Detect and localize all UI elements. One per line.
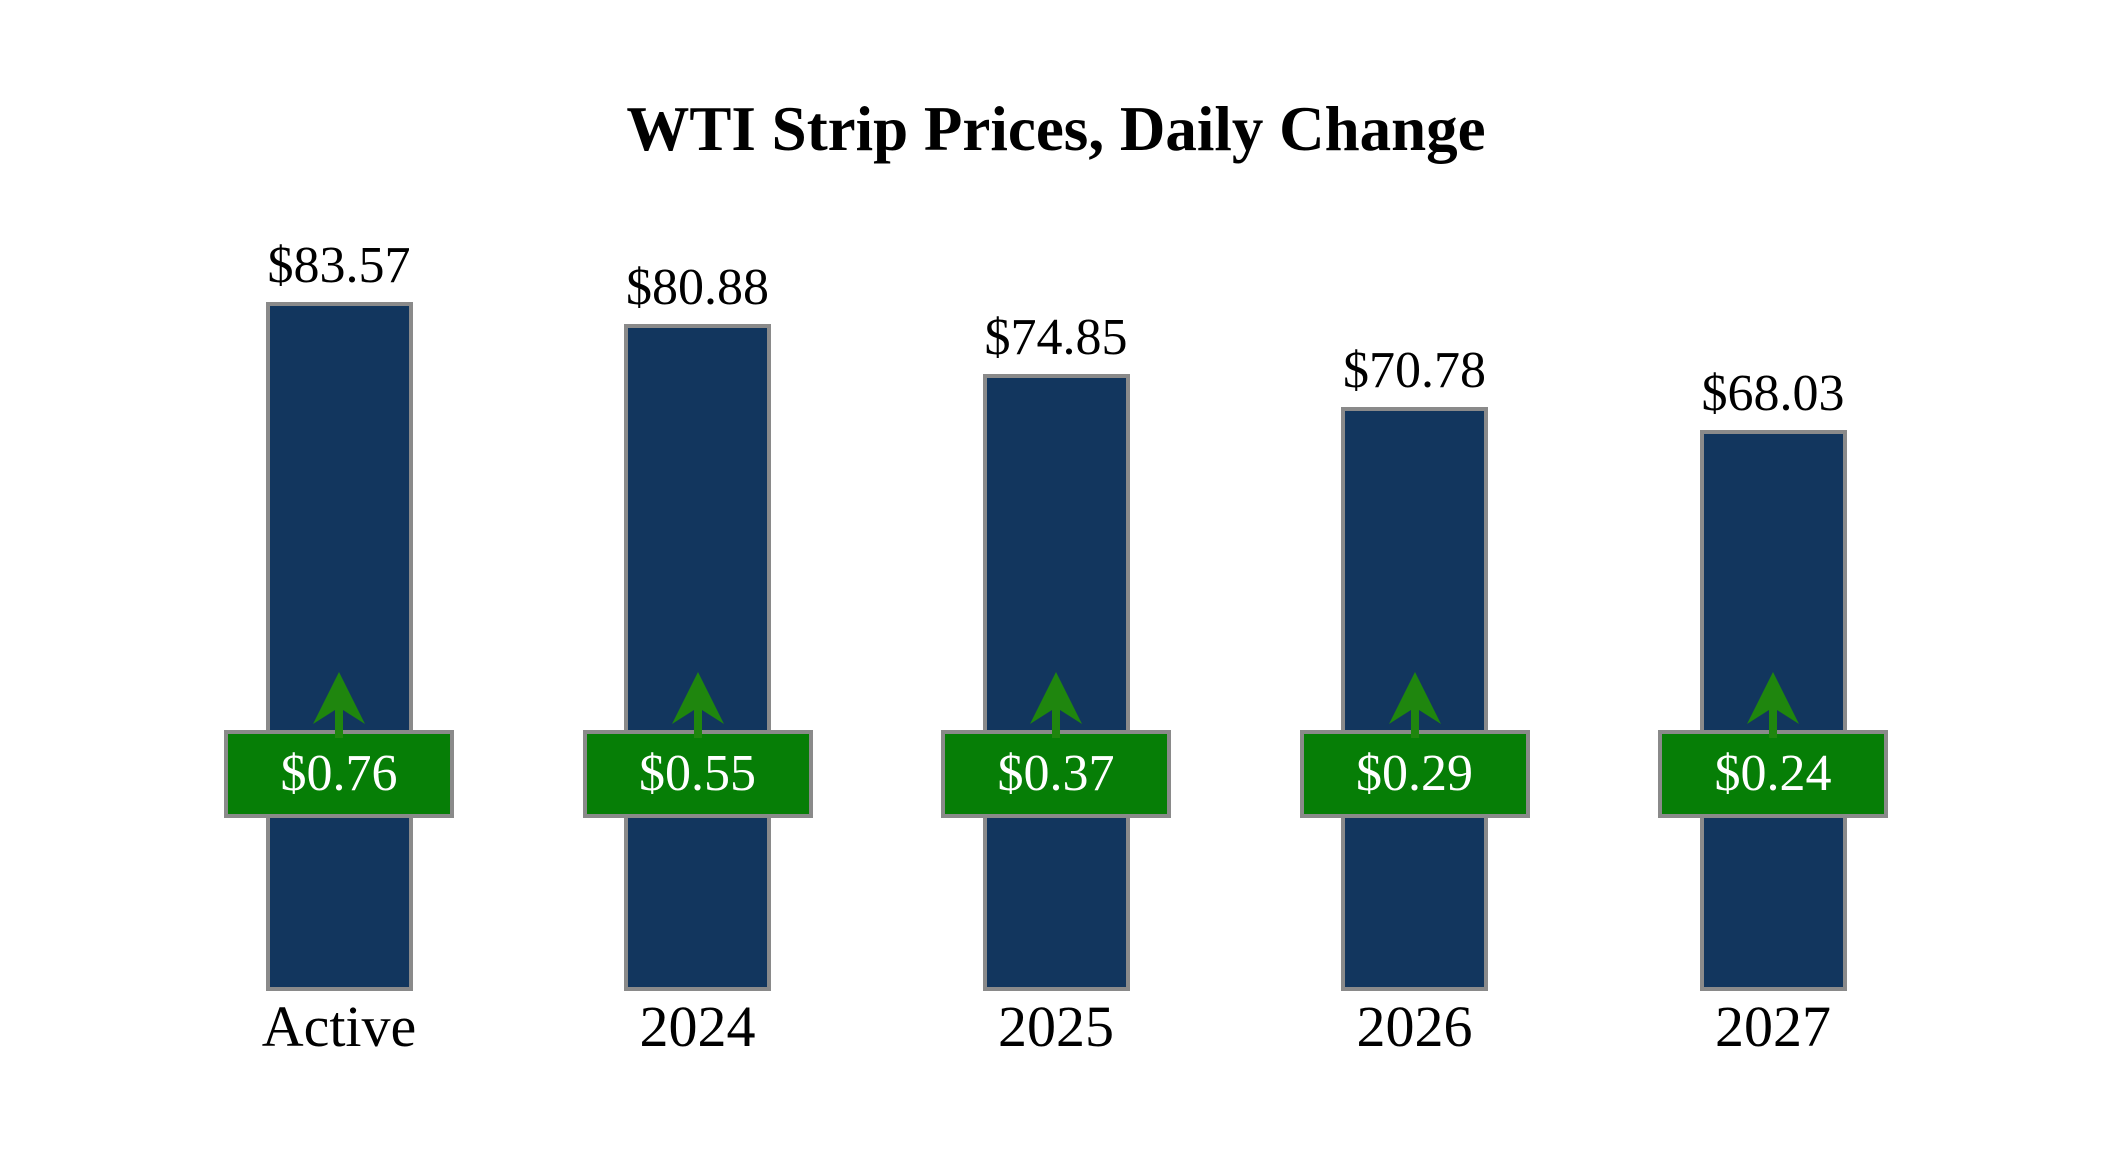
daily-change-badge: $0.37 — [941, 730, 1171, 818]
up-arrow-icon — [1747, 672, 1799, 738]
category-label: 2024 — [639, 994, 756, 1059]
up-arrow-icon — [1030, 672, 1082, 738]
price-label: $68.03 — [1701, 365, 1845, 423]
daily-change-badge: $0.29 — [1299, 730, 1530, 818]
up-arrow-icon — [313, 672, 365, 738]
price-label: $74.85 — [984, 308, 1128, 366]
daily-change-badge: $0.76 — [224, 730, 454, 818]
daily-change-value: $0.29 — [1356, 745, 1473, 802]
up-arrow-icon — [671, 672, 724, 738]
daily-change-value: $0.55 — [639, 745, 756, 802]
price-label: $80.88 — [626, 259, 769, 317]
category-label: Active — [261, 994, 417, 1059]
up-arrow-icon — [1388, 672, 1441, 738]
price-bar — [265, 302, 413, 991]
daily-change-value: $0.76 — [280, 745, 398, 802]
chart-title: WTI Strip Prices, Daily Change — [626, 94, 1486, 164]
daily-change-badge: $0.55 — [582, 730, 813, 818]
price-bar — [624, 324, 771, 991]
daily-change-badge: $0.24 — [1658, 730, 1888, 818]
price-label: $70.78 — [1343, 342, 1486, 400]
category-label: 2026 — [1356, 994, 1473, 1059]
category-label: 2027 — [1715, 994, 1831, 1059]
category-label: 2025 — [998, 994, 1114, 1059]
daily-change-value: $0.24 — [1714, 745, 1832, 802]
price-label: $83.57 — [267, 237, 411, 294]
daily-change-value: $0.37 — [997, 745, 1115, 802]
